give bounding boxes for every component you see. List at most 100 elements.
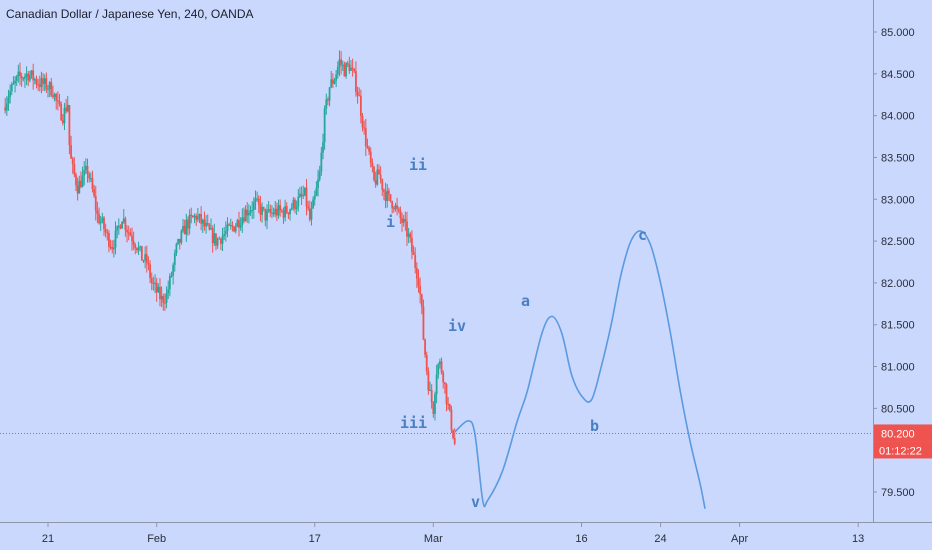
candle-body: [317, 179, 319, 189]
candle-body: [58, 101, 61, 104]
candle-body: [157, 286, 160, 293]
candle-body: [205, 223, 207, 227]
y-tick-label: 82.000: [881, 278, 915, 290]
candle-body: [387, 190, 390, 195]
candle-body: [320, 152, 323, 172]
candle-body: [38, 84, 41, 87]
candle-body: [121, 221, 123, 229]
candle-body: [28, 75, 31, 81]
candle-body: [264, 208, 267, 221]
candle-body: [30, 70, 33, 76]
candle-body: [292, 199, 295, 208]
candle-body: [9, 91, 12, 98]
candle-body: [65, 107, 68, 112]
candle-body: [361, 115, 364, 128]
candle-body: [315, 188, 318, 196]
chart-title: Canadian Dollar / Japanese Yen, 240, OAN…: [6, 7, 254, 21]
candle-body: [415, 267, 418, 279]
candle-body: [338, 59, 341, 67]
candle-body: [422, 306, 425, 340]
wave-label-iii: iii: [400, 414, 427, 432]
candle-body: [295, 206, 298, 210]
candle-body: [53, 94, 56, 97]
candle-body: [152, 282, 155, 284]
candle-body: [119, 225, 122, 229]
candle-body: [335, 74, 338, 81]
candle-body: [137, 247, 140, 251]
candle-body: [89, 178, 92, 180]
candle-body: [368, 147, 370, 152]
candle-body: [282, 210, 285, 218]
candle-body: [290, 207, 293, 210]
candle-body: [15, 76, 18, 81]
candle-body: [274, 208, 277, 215]
y-tick-label: 85.000: [881, 27, 915, 39]
candle-body: [136, 248, 138, 251]
candle-body: [312, 199, 315, 209]
candle-body: [379, 174, 382, 180]
wave-label-v: v: [471, 493, 480, 511]
candle-body: [185, 219, 188, 235]
candle-body: [162, 296, 165, 303]
candle-body: [142, 260, 145, 262]
candle-body: [68, 104, 71, 146]
candle-body: [434, 394, 436, 414]
candle-body: [322, 142, 324, 153]
candle-body: [420, 294, 423, 307]
projection-curve: [454, 230, 706, 509]
candle-body: [167, 289, 170, 294]
y-tick-label: 84.500: [881, 69, 915, 81]
candle-body: [37, 84, 40, 86]
x-tick-label: Apr: [731, 533, 748, 545]
candle-body: [60, 103, 63, 121]
candle-body: [106, 232, 109, 234]
candle-body: [84, 165, 87, 170]
candle-body: [440, 361, 443, 373]
candle-body: [284, 206, 287, 218]
candle-body: [155, 282, 158, 293]
candle-body: [450, 409, 453, 430]
y-tick-label: 83.000: [881, 194, 915, 206]
candle-body: [366, 145, 369, 148]
candle-body: [201, 219, 204, 224]
candle-body: [12, 83, 15, 85]
candles-group: [4, 50, 456, 446]
candle-body: [327, 99, 329, 101]
candle-body: [229, 225, 232, 227]
candle-body: [154, 282, 156, 284]
candle-body: [213, 233, 216, 244]
candle-body: [165, 293, 168, 303]
candle-body: [394, 205, 397, 210]
candle-body: [448, 404, 451, 410]
candle-body: [78, 180, 81, 194]
countdown-label: 01:12:22: [879, 445, 922, 457]
candle-body: [328, 87, 331, 101]
candle-body: [7, 97, 10, 104]
candle-body: [24, 76, 26, 79]
candle-body: [20, 76, 23, 79]
x-tick-label: 13: [852, 533, 864, 545]
candle-body: [330, 79, 333, 88]
candle-body: [404, 219, 407, 222]
candle-body: [178, 238, 181, 243]
x-tick-label: 17: [309, 533, 321, 545]
candle-body: [173, 252, 176, 265]
y-axis-panel: [873, 0, 932, 550]
candle-body: [170, 275, 173, 277]
candle-body: [307, 206, 310, 209]
candle-body: [299, 193, 301, 197]
candle-body: [86, 165, 89, 174]
candle-body: [257, 198, 260, 205]
candle-body: [187, 219, 189, 229]
candle-body: [10, 84, 13, 92]
candle-body: [412, 251, 415, 255]
candle-body: [192, 216, 194, 218]
y-tick-label: 81.500: [881, 320, 915, 332]
candle-body: [343, 64, 346, 77]
candle-body: [429, 389, 431, 391]
candle-body: [48, 82, 51, 89]
candle-body: [56, 100, 59, 102]
candle-body: [294, 199, 296, 210]
candle-body: [238, 220, 240, 228]
